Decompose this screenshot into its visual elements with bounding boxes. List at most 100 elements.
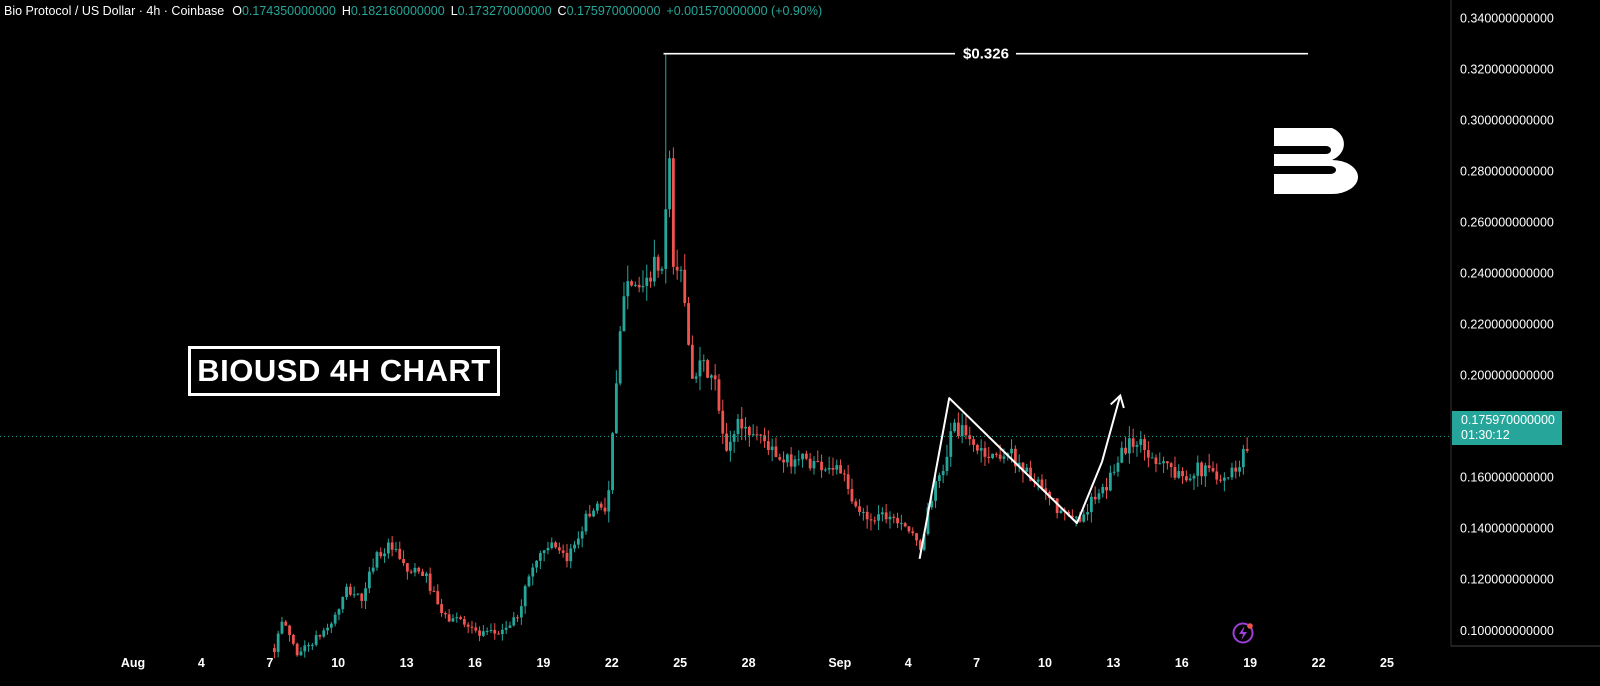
candle-body [1010,448,1013,454]
candle-body [1162,461,1165,464]
candle-body [1029,467,1032,481]
candle-body [1211,468,1215,472]
candle-body [823,469,827,471]
candle-body [561,550,565,553]
candle-body [630,281,633,286]
candle-body [880,512,884,515]
candle-body [348,586,352,595]
candle-body [899,523,903,525]
price-tick-label: 0.320000000000 [1460,62,1554,76]
price-tick-label: 0.300000000000 [1460,113,1554,127]
candle-body [637,284,641,288]
candle-body [478,630,481,636]
trend-lines-layer [918,393,1125,560]
candle-body [1051,497,1055,499]
candle-body [903,523,907,527]
trend-line[interactable] [1101,395,1122,463]
candle-body [937,475,941,481]
candle-body [1070,515,1074,518]
candle-body [842,473,846,475]
candle-body [288,625,291,636]
time-tick-label: 28 [742,656,756,670]
candle-body [284,621,288,626]
price-tick-label: 0.240000000000 [1460,267,1554,281]
candle-body [793,459,797,467]
candle-body [618,331,622,384]
candle-body [531,567,535,577]
candle-body [443,613,447,615]
candle-body [827,467,831,470]
candle-body [535,560,538,568]
candle-body [371,567,375,572]
candle-body [1097,493,1101,500]
lightning-icon[interactable] [1231,621,1255,645]
candle-body [683,269,687,304]
trend-arrow-head [1110,393,1125,409]
open-value: 0.174350000000 [241,4,336,18]
candle-body [497,633,500,635]
candle-body [405,563,409,572]
candle-body [865,511,869,520]
candle-body [633,284,637,286]
candle-body [747,426,751,436]
candle-body [1226,477,1230,479]
trend-line[interactable] [918,397,1103,560]
candle-body [1089,496,1093,513]
candle-body [470,626,474,628]
candle-body [728,441,732,451]
candle-body [1101,486,1105,494]
candle-body [379,552,383,557]
candle-body [1165,461,1169,464]
candle-body [979,448,983,451]
symbol-title[interactable]: Bio Protocol / US Dollar · 4h · Coinbase [4,4,225,18]
candle-body [280,621,284,634]
candle-body [941,471,945,476]
candle-body [527,576,531,587]
candle-body [356,593,360,595]
high-key: H [341,4,351,18]
time-tick-label: 25 [673,656,687,670]
candle-body [846,474,850,489]
time-tick-label: 16 [1175,656,1189,670]
candle-body [972,439,975,445]
candle-body [588,513,592,517]
candle-body [1181,471,1184,477]
candle-body [675,266,679,271]
candle-body [1013,448,1017,467]
candle-body [877,514,880,521]
bar-countdown: 01:30:12 [1461,428,1510,442]
candle-body [489,629,493,631]
candle-body [991,453,994,459]
candle-body [573,544,576,549]
candle-body [595,503,599,511]
candle-body [816,460,820,462]
candle-body [1150,457,1154,459]
time-tick-label: 10 [331,656,345,670]
candle-body [576,538,580,545]
candle-body [364,588,367,601]
candle-body [645,277,649,286]
candle-body [934,480,937,501]
time-axis[interactable]: Aug 4 7 10 13 16 19 22 25 28 Sep 4 7 10 13 16 19 22 25 [121,656,1394,670]
candle-body [295,643,299,656]
candle-body [888,516,892,520]
price-axis[interactable]: 0.340000000000 0.320000000000 0.3000000000… [1450,0,1600,647]
last-price-tag: 0.175970000000 01:30:12 [1452,411,1562,445]
time-tick-label: 13 [1106,656,1120,670]
open-key: O [232,4,242,18]
candle-body [307,645,310,647]
time-tick-label: 10 [1038,656,1052,670]
candle-body [1143,439,1146,451]
candle-body [926,507,930,534]
candle-body [1086,512,1089,515]
candle-body [835,465,839,470]
candle-body [462,619,466,625]
candle-body [417,567,421,572]
candle-body [649,277,652,282]
candle-body [892,516,896,518]
candle-body [291,635,295,644]
candle-body [318,635,322,637]
candle-body [744,426,747,429]
candle-body [785,454,789,463]
